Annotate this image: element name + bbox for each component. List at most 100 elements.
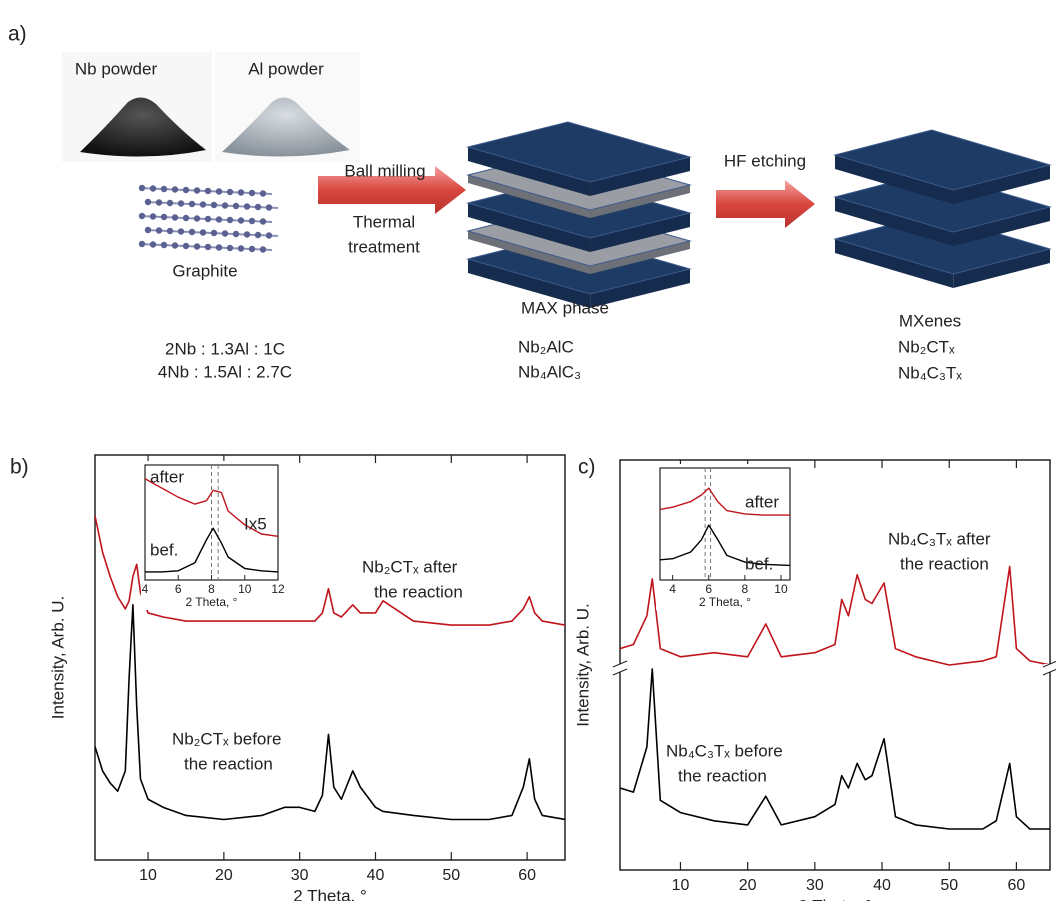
graphite-atom [172, 242, 178, 248]
graphite-atom [189, 201, 195, 207]
precursor-label: Nb powder [75, 59, 158, 78]
annotation: Nb₂CTₓ after [362, 557, 458, 576]
graphite-atom [194, 215, 200, 221]
graphite-atom [238, 217, 244, 223]
graphite-atom [249, 190, 255, 196]
graphite-atom [211, 202, 217, 208]
graphite-atom [178, 200, 184, 206]
product-label: MAX phase [521, 298, 609, 317]
graphite-atom [139, 241, 145, 247]
inset-x-tick-label: 12 [271, 582, 285, 596]
graphite-atom [150, 213, 156, 219]
arrow [716, 180, 815, 228]
graphite-atom [260, 218, 266, 224]
x-tick-label: 20 [739, 877, 757, 894]
inset-label: bef. [150, 540, 178, 559]
graphite-atom [200, 229, 206, 235]
precursor-label: Al powder [248, 59, 324, 78]
annotation: the reaction [374, 582, 463, 601]
graphite-atom [249, 246, 255, 252]
formula: Nb₄C₃Tₓ [898, 363, 962, 382]
x-axis-label: 2 Theta, ° [293, 886, 367, 901]
graphite [139, 185, 278, 253]
graphite-atom [238, 245, 244, 251]
graphite-atom [205, 188, 211, 194]
inset-x-axis-label: 2 Theta, ° [186, 595, 238, 609]
x-tick-label: 50 [940, 877, 958, 894]
panel-label: c) [578, 456, 596, 479]
annotation: the reaction [184, 754, 273, 773]
graphite-atom [266, 232, 272, 238]
inset-x-tick-label: 10 [238, 582, 252, 596]
inset-x-tick-label: 4 [669, 582, 676, 596]
formula: Nb₂CTₓ [898, 337, 955, 356]
inset-x-tick-label: 6 [705, 582, 712, 596]
graphite-atom [172, 214, 178, 220]
graphite-atom [255, 204, 261, 210]
inset-label: bef. [745, 554, 773, 573]
x-tick-label: 40 [367, 867, 385, 884]
graphite-atom [216, 216, 222, 222]
x-tick-label: 20 [215, 867, 233, 884]
max-phase-stack [468, 122, 690, 308]
mxene-stack [835, 130, 1050, 288]
graphite-atom [227, 217, 233, 223]
graphite-atom [266, 204, 272, 210]
graphite-atom [145, 199, 151, 205]
panel-label: b) [10, 456, 29, 479]
graphite-atom [233, 203, 239, 209]
graphite-atom [167, 228, 173, 234]
graphite-atom [161, 186, 167, 192]
graphite-atom [216, 188, 222, 194]
x-tick-label: 10 [139, 867, 157, 884]
annotation: the reaction [678, 766, 767, 785]
inset-x-tick-label: 4 [142, 582, 149, 596]
inset-label: after [745, 492, 779, 511]
graphite-atom [150, 241, 156, 247]
graphite-atom [150, 185, 156, 191]
graphite-atom [156, 199, 162, 205]
inset-label: after [150, 467, 184, 486]
axis-break [1044, 664, 1056, 672]
panel-label: a) [8, 23, 27, 46]
graphite-atom [260, 190, 266, 196]
annotation: Nb₂CTₓ before [172, 729, 282, 748]
graphite-atom [216, 244, 222, 250]
inset-x-axis-label: 2 Theta, ° [699, 595, 751, 609]
graphite-atom [194, 243, 200, 249]
inset-x-tick-label: 8 [208, 582, 215, 596]
graphite-atom [260, 246, 266, 252]
graphite-atom [178, 228, 184, 234]
formula: Nb₂AlC [518, 337, 574, 356]
y-axis-label: Intensity, Arb. U. [573, 603, 592, 726]
x-tick-label: 60 [518, 867, 536, 884]
graphite-atom [227, 189, 233, 195]
graphite-atom [244, 203, 250, 209]
graphite-atom [194, 187, 200, 193]
inset-x-tick-label: 10 [774, 582, 788, 596]
formula: Nb₄AlC₃ [518, 362, 581, 381]
step-label: Thermal [353, 212, 415, 231]
graphite-atom [211, 230, 217, 236]
graphite-atom [227, 245, 233, 251]
step-label: Ball milling [344, 161, 425, 180]
graphite-atom [183, 243, 189, 249]
inset-x-tick-label: 6 [175, 582, 182, 596]
annotation: Nb₄C₃Tₓ after [888, 529, 991, 548]
annotation: Nb₄C₃Tₓ before [666, 741, 783, 760]
graphite-atom [167, 200, 173, 206]
x-tick-label: 10 [672, 877, 690, 894]
graphite-atom [205, 216, 211, 222]
formula: 4Nb : 1.5Al : 2.7C [158, 362, 292, 381]
graphite-atom [156, 227, 162, 233]
graphite-atom [238, 189, 244, 195]
step-label: HF etching [724, 151, 806, 170]
x-tick-label: 60 [1008, 877, 1026, 894]
x-axis-label: 2 Theta, ° [798, 896, 872, 901]
x-tick-label: 30 [291, 867, 309, 884]
graphite-atom [222, 202, 228, 208]
graphite-atom [183, 187, 189, 193]
x-tick-label: 50 [442, 867, 460, 884]
graphite-atom [249, 218, 255, 224]
step-label: treatment [348, 237, 420, 256]
